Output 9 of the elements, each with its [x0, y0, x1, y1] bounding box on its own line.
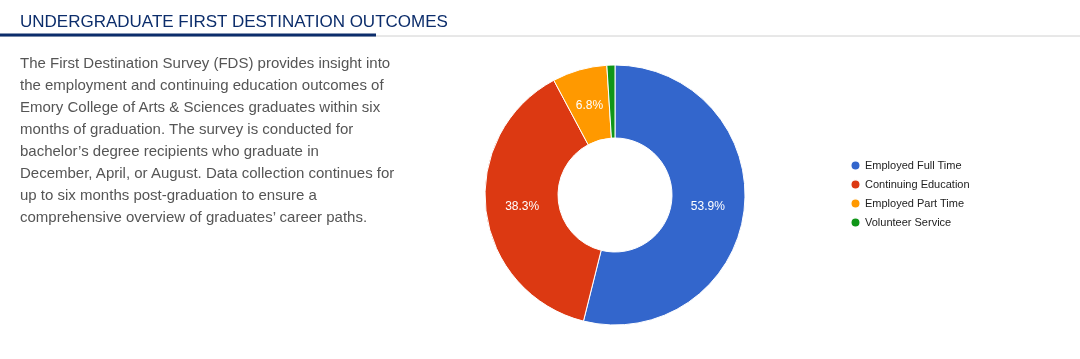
text: UNDERGRADUATE FIRST DESTINATION OUTCOMES [20, 12, 448, 31]
data-label: 53.9% [690, 199, 726, 214]
legend-label: Employed Full Time [865, 158, 962, 171]
data-label: 38.3% [505, 199, 540, 214]
data-label: 6.8% [575, 98, 604, 113]
legend-label: Volunteer Service [865, 215, 952, 228]
text: The First Destination Survey (FDS) provides insight into the employment and continuing education outcomes of Emory College of Arts & Sciences graduates within six months of graduation. The survey is conducted for bachelor’s degree recipients who graduate in December, April, or August. Data collection continues for up to six months post-graduation to ensure a comprehensive overview of graduates’ career paths. [20, 54, 395, 225]
legend-label: Continuing Education [865, 177, 970, 190]
legend-label: Employed Part Time [865, 196, 965, 209]
